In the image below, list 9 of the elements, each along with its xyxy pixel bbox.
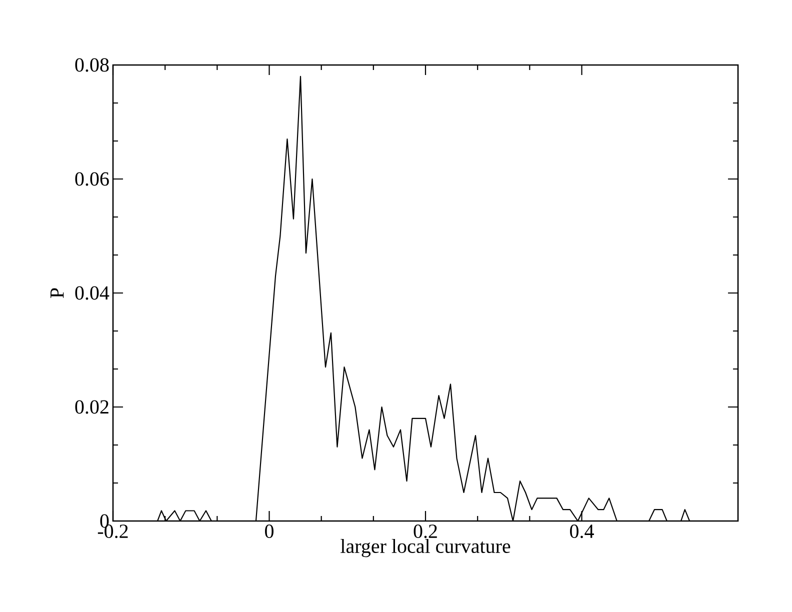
x-axis-title: larger local curvature (340, 538, 510, 558)
y-axis-title: P (50, 288, 64, 298)
x-tick-label: 0.4 (570, 524, 594, 538)
y-tick-label: 0.06 (75, 172, 109, 186)
x-tick-label: 0 (265, 524, 274, 538)
y-tick-label: 0.02 (75, 400, 108, 414)
y-tick-label: 0.08 (75, 58, 109, 72)
y-tick-label: 0.04 (75, 286, 110, 300)
x-tick-label: 0.2 (414, 524, 437, 538)
